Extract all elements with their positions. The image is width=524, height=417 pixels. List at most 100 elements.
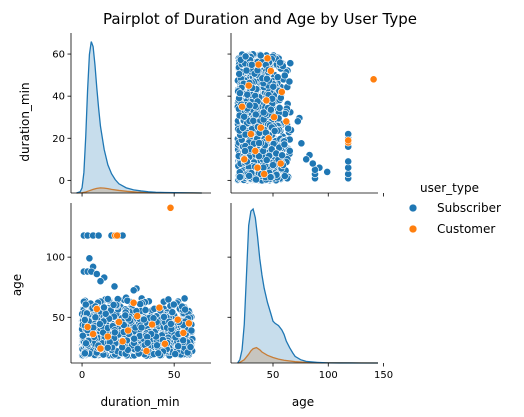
point-subscriber <box>266 173 275 182</box>
x-tick-label: 50 <box>168 370 181 381</box>
y-tick-label: 60 <box>52 50 65 61</box>
point-subscriber <box>136 300 145 308</box>
point-subscriber <box>110 282 119 291</box>
point-subscriber <box>344 157 353 166</box>
point-customer <box>266 67 275 75</box>
point-subscriber <box>181 305 189 314</box>
legend-label-customer: Customer <box>437 222 495 236</box>
point-subscriber <box>256 51 265 60</box>
point-subscriber <box>255 152 263 161</box>
point-subscriber <box>266 105 275 114</box>
point-subscriber <box>143 338 152 347</box>
point-subscriber <box>141 306 150 314</box>
point-customer <box>238 102 246 111</box>
point-subscriber <box>169 300 178 309</box>
kde-fill-duration-subscriber <box>76 41 202 193</box>
legend-marker-subscriber <box>408 203 418 213</box>
point-customer <box>129 298 138 307</box>
point-customer <box>277 88 286 96</box>
point-subscriber <box>245 101 254 110</box>
point-subscriber <box>81 349 89 358</box>
x-tick-label: 50 <box>267 370 280 381</box>
point-subscriber <box>285 77 294 86</box>
point-subscriber <box>280 172 289 180</box>
point-customer <box>264 134 273 143</box>
point-subscriber <box>270 126 279 135</box>
point-customer <box>113 231 121 240</box>
point-subscriber <box>160 312 168 321</box>
point-subscriber <box>278 151 286 160</box>
point-subscriber <box>80 315 89 324</box>
axes-frame: 0 20 40 60 50 100 0 50 50 100 150 <box>46 33 393 381</box>
point-customer <box>89 330 97 338</box>
point-customer <box>184 319 193 328</box>
point-subscriber <box>241 52 250 61</box>
point-subscriber <box>95 320 104 328</box>
point-subscriber <box>275 104 284 112</box>
point-subscriber <box>293 117 302 126</box>
x-tick-label: 150 <box>374 370 393 381</box>
y-axis-label-age: age <box>10 274 24 296</box>
point-customer <box>92 304 101 313</box>
point-subscriber <box>247 60 256 69</box>
point-subscriber <box>164 295 173 304</box>
x-tick-label: 0 <box>79 370 85 381</box>
point-customer <box>262 96 271 105</box>
point-subscriber <box>149 314 158 323</box>
point-subscriber <box>259 108 268 117</box>
point-customer <box>254 60 263 69</box>
point-customer <box>155 303 164 312</box>
point-subscriber <box>245 171 253 180</box>
point-customer <box>263 54 272 63</box>
point-subscriber <box>323 167 332 176</box>
point-subscriber <box>262 156 271 164</box>
point-customer <box>160 339 169 348</box>
point-subscriber <box>180 294 189 303</box>
point-subscriber <box>280 71 289 80</box>
panel-age-vs-duration-scatter <box>78 203 197 360</box>
point-subscriber <box>168 308 177 317</box>
point-subscriber <box>82 339 90 348</box>
point-customer <box>251 146 260 155</box>
y-axis-label-duration: duration_min <box>18 82 32 161</box>
point-subscriber <box>302 155 311 164</box>
legend-marker-customer <box>408 224 418 234</box>
point-subscriber <box>308 159 317 168</box>
point-customer <box>142 347 151 355</box>
point-customer <box>96 344 105 353</box>
point-subscriber <box>179 336 188 345</box>
point-subscriber <box>154 349 163 358</box>
point-customer <box>118 337 127 346</box>
point-subscriber <box>101 309 110 318</box>
point-customer <box>179 328 188 337</box>
point-customer <box>124 326 133 335</box>
point-subscriber <box>137 323 146 332</box>
kde-fill-age-customer <box>237 347 378 363</box>
point-subscriber <box>91 313 100 322</box>
point-customer <box>240 155 249 164</box>
point-subscriber <box>85 254 94 263</box>
point-subscriber <box>129 286 138 295</box>
point-subscriber <box>280 140 289 149</box>
kde-line-duration-subscriber <box>76 41 202 194</box>
point-subscriber <box>269 82 278 91</box>
point-subscriber <box>130 334 139 343</box>
y-tick-label: 100 <box>46 253 65 264</box>
kde-fill-age-subscriber <box>237 209 378 363</box>
point-customer <box>115 318 123 326</box>
point-subscriber <box>96 277 105 286</box>
point-subscriber <box>255 139 263 147</box>
y-tick-label: 20 <box>52 134 65 145</box>
point-customer <box>166 203 175 212</box>
y-tick-label: 0 <box>59 176 65 187</box>
point-subscriber <box>242 66 251 75</box>
point-subscriber <box>81 300 90 309</box>
point-subscriber <box>110 328 119 337</box>
point-subscriber <box>78 331 87 340</box>
point-subscriber <box>187 326 196 335</box>
y-tick-label: 40 <box>52 92 65 103</box>
point-subscriber <box>235 173 244 181</box>
legend-title: user_type <box>420 181 479 195</box>
point-customer <box>173 315 182 324</box>
